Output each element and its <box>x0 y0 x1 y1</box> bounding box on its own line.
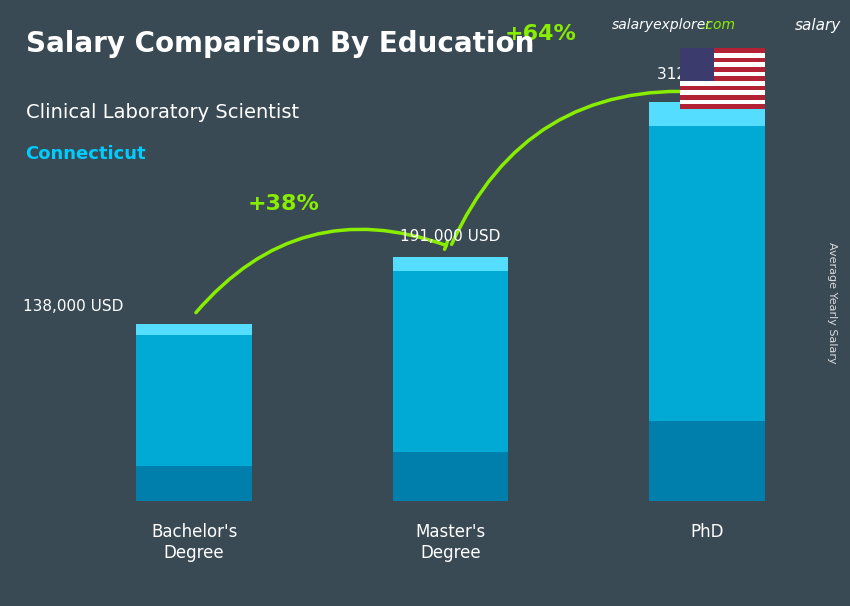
Text: Bachelor's
Degree: Bachelor's Degree <box>151 523 237 562</box>
Bar <box>393 452 508 501</box>
Bar <box>680 104 765 109</box>
Text: salary: salary <box>796 18 842 33</box>
Bar <box>680 100 765 104</box>
Text: Master's
Degree: Master's Degree <box>416 523 485 562</box>
FancyBboxPatch shape <box>137 324 252 501</box>
Text: 191,000 USD: 191,000 USD <box>400 230 501 244</box>
Text: Salary Comparison By Education: Salary Comparison By Education <box>26 30 534 58</box>
Text: salaryexplorer: salaryexplorer <box>612 18 712 32</box>
Bar <box>680 72 765 76</box>
Bar <box>680 90 765 95</box>
Bar <box>137 324 252 335</box>
Bar <box>680 62 765 67</box>
Bar <box>680 86 765 90</box>
Bar <box>680 95 765 100</box>
Text: 312,000 USD: 312,000 USD <box>657 67 757 82</box>
Text: Clinical Laboratory Scientist: Clinical Laboratory Scientist <box>26 103 298 122</box>
Text: PhD: PhD <box>690 523 723 541</box>
Text: 138,000 USD: 138,000 USD <box>23 299 123 314</box>
Bar <box>680 76 765 81</box>
FancyBboxPatch shape <box>649 102 764 501</box>
Bar <box>680 48 765 53</box>
Text: Average Yearly Salary: Average Yearly Salary <box>827 242 837 364</box>
Bar <box>680 48 714 81</box>
Bar <box>680 67 765 72</box>
Text: +64%: +64% <box>504 24 576 44</box>
Bar <box>393 257 508 271</box>
Text: Connecticut: Connecticut <box>26 145 146 164</box>
Bar <box>137 465 252 501</box>
Text: .com: .com <box>701 18 735 32</box>
Bar <box>649 421 764 501</box>
Bar <box>649 102 764 126</box>
FancyBboxPatch shape <box>393 257 508 501</box>
Text: +38%: +38% <box>248 195 320 215</box>
Bar <box>680 53 765 58</box>
Bar <box>680 58 765 62</box>
Bar <box>680 81 765 86</box>
